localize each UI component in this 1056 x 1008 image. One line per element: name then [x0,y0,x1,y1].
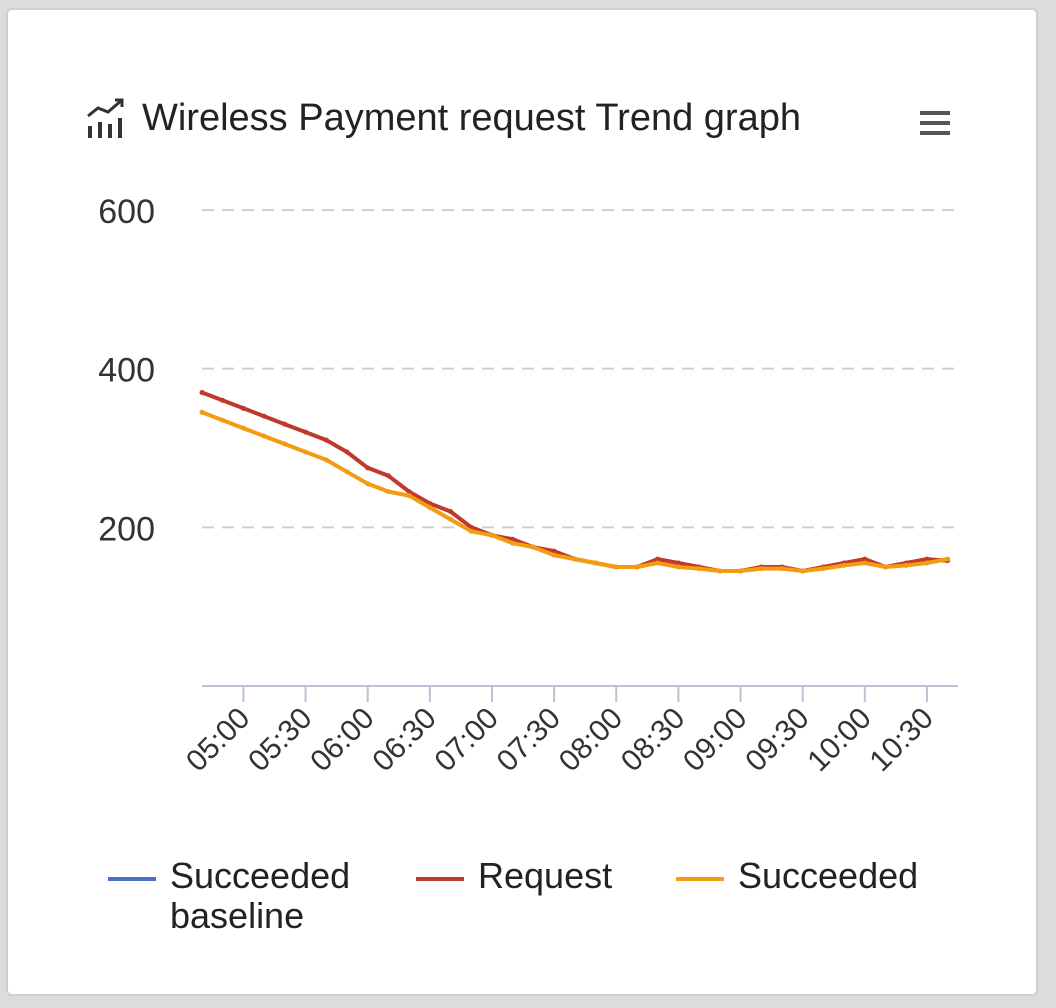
x-tick-label-07:00: 07:00 [428,702,504,778]
chart-title: Wireless Payment request Trend graph [142,96,801,139]
data-point-request [199,389,205,395]
data-point-succeeded [758,566,764,572]
y-tick-label-600: 600 [98,193,155,231]
data-point-succeeded [240,425,246,431]
data-point-succeeded [551,552,557,558]
data-point-succeeded [779,566,785,572]
grid-lines [202,209,958,529]
data-point-succeeded [365,481,371,487]
data-point-succeeded [800,568,806,574]
data-point-request [406,489,412,495]
legend-label-request: Request [478,855,613,896]
x-tick-label-06:30: 06:30 [366,702,442,778]
x-axis [202,685,958,702]
data-point-succeeded [883,564,889,570]
data-point-request [924,556,930,562]
data-point-request [240,405,246,411]
data-point-succeeded [448,516,454,522]
data-point-succeeded [406,493,412,499]
data-point-succeeded [841,562,847,568]
x-tick-label-09:00: 09:00 [677,702,753,778]
data-point-succeeded [303,449,309,455]
data-point-request [365,465,371,471]
series-line-request [201,390,948,573]
legend-swatch-request [416,877,464,881]
data-point-request [303,429,309,435]
x-tick-label-09:30: 09:30 [739,702,815,778]
legend-swatch-succeeded-baseline [108,877,156,881]
data-point-request [385,473,391,479]
y-tick-label-200: 200 [98,510,155,548]
legend-item-succeeded[interactable]: Succeeded [676,856,918,896]
data-point-succeeded [903,562,909,568]
widget-header: Wireless Payment request Trend graph [84,94,801,142]
data-point-succeeded [924,560,930,566]
data-point-succeeded [634,564,640,570]
data-point-request [551,548,557,554]
data-point-succeeded [572,556,578,562]
data-point-succeeded [945,556,951,562]
data-point-succeeded [344,469,350,475]
data-point-request [448,508,454,514]
data-point-succeeded [261,433,267,439]
data-point-succeeded [675,564,681,570]
chart-legend: Succeeded baseline Request Succeeded [108,856,988,946]
data-point-request [323,437,329,443]
x-tick-label-05:00: 05:00 [180,702,256,778]
data-point-succeeded [862,560,868,566]
data-point-succeeded [530,544,536,550]
legend-label-succeeded: Succeeded [738,855,919,896]
data-point-request [261,413,267,419]
legend-item-succeeded-baseline[interactable]: Succeeded baseline [108,856,350,936]
x-tick-label-07:30: 07:30 [491,702,567,778]
data-point-succeeded [696,566,702,572]
data-point-succeeded [199,409,205,415]
data-point-succeeded [220,417,226,423]
legend-swatch-succeeded [676,877,724,881]
data-point-request [675,560,681,566]
y-tick-label-400: 400 [98,352,155,390]
data-point-succeeded [717,568,723,574]
x-tick-label-08:00: 08:00 [553,702,629,778]
legend-item-request[interactable]: Request [416,856,612,896]
line-chart: 200 400 600 05:0005:3006:0006:3007:0007:30… [98,193,958,778]
data-point-succeeded [427,505,433,510]
data-point-request [862,556,868,562]
x-axis-tick-labels: 05:0005:3006:0006:3007:0007:3008:0008:30… [180,702,940,778]
x-tick-label-08:30: 08:30 [615,702,691,778]
data-point-succeeded [613,564,619,570]
x-tick-label-10:30: 10:30 [863,702,939,778]
legend-label-succeeded-baseline-line2: baseline [170,895,305,936]
x-tick-label-05:30: 05:30 [242,702,318,778]
data-point-succeeded [820,566,826,572]
data-point-succeeded [489,532,495,538]
data-point-succeeded [655,560,661,566]
legend-label-succeeded-baseline-line1: Succeeded [170,855,351,896]
data-point-request [344,449,350,455]
data-point-succeeded [282,441,288,447]
hamburger-menu-icon[interactable] [916,104,956,144]
line-chart-icon [87,98,124,138]
data-point-succeeded [385,489,391,495]
data-point-succeeded [323,457,329,463]
data-point-request [510,536,516,542]
data-point-succeeded [738,568,744,574]
x-tick-label-06:00: 06:00 [304,702,380,778]
data-point-succeeded [468,528,474,534]
data-point-succeeded [510,540,516,546]
data-point-request [655,556,661,562]
y-axis-tick-labels: 200 400 600 [98,193,155,548]
data-point-request [282,421,288,427]
data-point-request [220,397,226,403]
chart-widget-card [6,8,1038,996]
data-point-succeeded [593,560,599,566]
series-lines [199,389,951,574]
x-tick-label-10:00: 10:00 [801,702,877,778]
